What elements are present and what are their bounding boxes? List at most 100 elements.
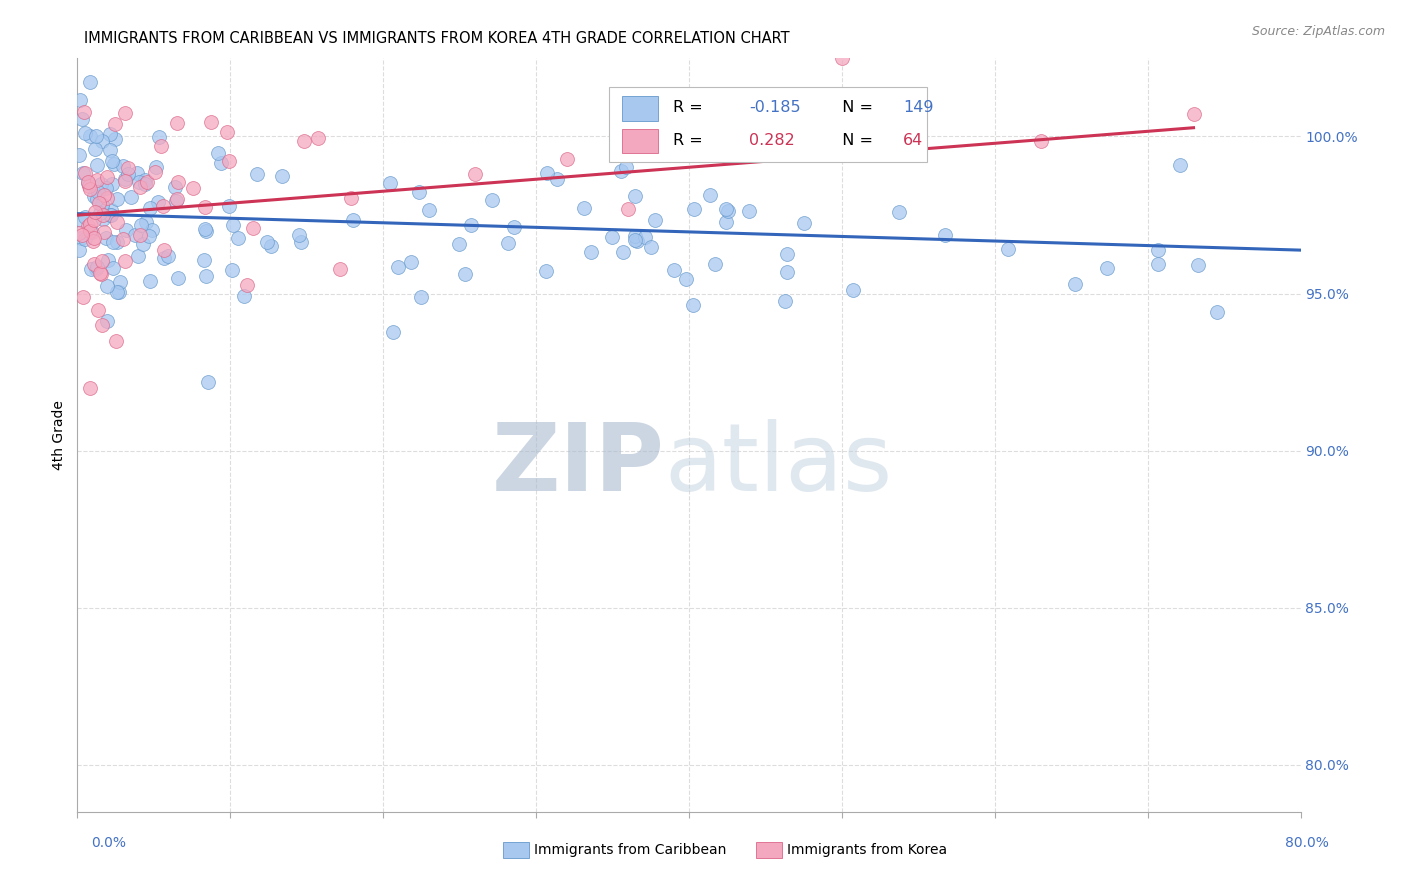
Point (218, 154, 240, 169)
Point (138, 274, 160, 288)
Point (83, 212, 105, 227)
Point (93, 187, 115, 202)
Point (626, 235, 648, 249)
Point (200, 115, 222, 129)
Point (579, 244, 602, 259)
Point (87, 302, 110, 317)
Point (96, 169, 118, 184)
Text: -0.185: -0.185 (749, 100, 800, 115)
Point (339, 191, 361, 205)
Point (1206, 304, 1229, 318)
Point (135, 215, 157, 229)
Point (148, 194, 170, 209)
Point (129, 218, 152, 232)
Point (79, 181, 101, 195)
Point (617, 202, 640, 216)
Point (93, 225, 115, 239)
Point (79, 224, 101, 238)
Point (79, 74, 101, 88)
Point (634, 230, 657, 244)
Point (91, 212, 114, 227)
Point (105, 235, 128, 250)
Point (89, 266, 111, 280)
Point (163, 179, 186, 194)
Point (129, 228, 152, 243)
Point (738, 204, 761, 219)
Point (776, 265, 799, 279)
Point (90, 254, 112, 268)
Text: 149: 149 (903, 100, 934, 115)
Point (108, 275, 131, 289)
Point (103, 260, 125, 275)
Point (536, 166, 558, 180)
Text: Source: ZipAtlas.com: Source: ZipAtlas.com (1251, 25, 1385, 38)
FancyBboxPatch shape (609, 87, 928, 162)
Point (77, 179, 100, 194)
Point (114, 174, 136, 188)
Point (555, 152, 578, 166)
Point (86, 158, 108, 172)
Point (86, 192, 108, 206)
Point (342, 213, 364, 227)
Point (96, 313, 118, 327)
Text: 0.0%: 0.0% (91, 836, 127, 850)
Point (117, 161, 139, 175)
Point (209, 155, 232, 169)
Point (82, 234, 104, 248)
Point (409, 290, 432, 304)
Point (447, 236, 470, 251)
FancyBboxPatch shape (621, 128, 658, 153)
Point (1095, 260, 1118, 275)
Point (67, 243, 90, 257)
Point (90, 318, 112, 332)
Point (86, 260, 108, 274)
Point (481, 193, 503, 207)
Point (114, 253, 136, 268)
Point (703, 257, 725, 271)
Point (644, 213, 666, 227)
Text: Immigrants from Korea: Immigrants from Korea (787, 843, 948, 857)
Point (75, 211, 97, 225)
Point (80, 262, 103, 277)
Point (120, 190, 142, 204)
Point (614, 160, 637, 174)
Point (70, 213, 93, 227)
Point (105, 214, 128, 228)
Point (96, 278, 118, 293)
Point (73, 127, 96, 141)
Point (572, 202, 595, 216)
Point (831, 51, 853, 65)
Point (79, 217, 101, 231)
Point (70, 231, 93, 245)
Point (124, 227, 146, 242)
FancyBboxPatch shape (621, 96, 658, 120)
Point (125, 166, 148, 180)
Point (1147, 257, 1170, 271)
Point (152, 199, 174, 213)
Point (292, 134, 315, 148)
Point (136, 175, 159, 189)
Point (152, 243, 174, 257)
Point (1187, 258, 1209, 272)
Point (399, 255, 422, 269)
Point (89, 196, 111, 211)
Text: R =: R = (673, 100, 707, 115)
Point (86, 173, 108, 187)
Point (717, 203, 740, 218)
Point (148, 129, 170, 144)
Point (546, 172, 568, 186)
Point (1147, 243, 1170, 257)
Point (221, 219, 243, 233)
Point (841, 283, 863, 297)
Y-axis label: 4th Grade: 4th Grade (52, 400, 66, 470)
Point (70, 112, 93, 126)
Point (127, 249, 149, 263)
Text: IMMIGRANTS FROM CARIBBEAN VS IMMIGRANTS FROM KOREA 4TH GRADE CORRELATION CHART: IMMIGRANTS FROM CARIBBEAN VS IMMIGRANTS … (84, 31, 790, 46)
Point (90, 177, 112, 191)
Point (103, 157, 125, 171)
Point (166, 116, 188, 130)
Point (699, 188, 721, 202)
Point (776, 247, 799, 261)
Point (498, 236, 520, 251)
Point (87, 185, 110, 199)
